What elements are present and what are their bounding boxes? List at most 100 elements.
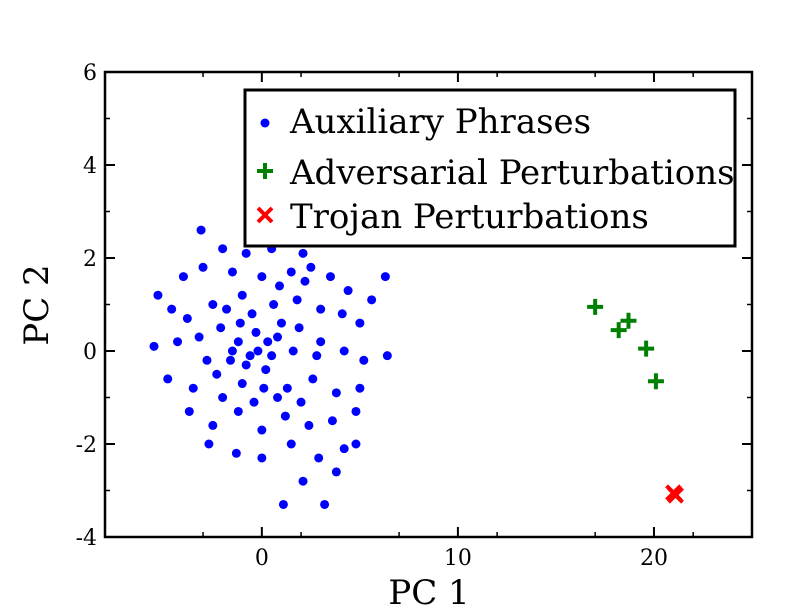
data-point-series-0 <box>216 323 226 333</box>
y-tick-label: 6 <box>83 61 97 86</box>
data-point-series-0 <box>212 369 222 379</box>
y-tick-label: 2 <box>83 247 97 272</box>
data-point-series-0 <box>245 351 255 361</box>
legend-marker-series-0 <box>260 118 270 128</box>
data-point-series-0 <box>182 313 192 323</box>
x-axis-title: PC 1 <box>388 573 469 612</box>
data-point-series-0 <box>241 360 251 370</box>
data-point-series-0 <box>251 327 261 337</box>
y-tick-label: 0 <box>83 340 97 365</box>
y-tick-label: -2 <box>76 433 97 458</box>
data-point-series-0 <box>173 337 183 347</box>
data-point-series-1 <box>587 298 604 315</box>
legend-items <box>256 118 274 224</box>
data-point-series-0 <box>296 397 306 407</box>
x-tick-label: 20 <box>640 546 668 571</box>
data-point-series-0 <box>331 388 341 398</box>
data-point-series-0 <box>163 374 173 384</box>
data-point-series-0 <box>274 281 284 291</box>
data-point-series-0 <box>218 244 228 254</box>
data-point-series-0 <box>233 337 243 347</box>
legend: Auxiliary Phrases Adversarial Perturbati… <box>243 88 737 248</box>
data-point-series-1 <box>638 340 655 357</box>
data-point-series-0 <box>178 272 188 282</box>
data-point-series-0 <box>320 499 330 509</box>
data-point-series-0 <box>249 397 259 407</box>
data-point-series-0 <box>237 290 247 300</box>
data-point-series-0 <box>343 286 353 296</box>
data-point-series-0 <box>327 416 337 426</box>
data-point-series-0 <box>257 425 267 435</box>
data-point-series-0 <box>204 439 214 449</box>
legend-label-trojan: Trojan Perturbations <box>290 197 649 237</box>
data-point-series-0 <box>351 406 361 416</box>
data-point-series-0 <box>298 476 308 486</box>
data-point-series-0 <box>304 420 314 430</box>
data-point-series-0 <box>282 383 292 393</box>
data-point-series-0 <box>359 355 369 365</box>
data-point-series-1 <box>620 312 637 329</box>
data-point-series-0 <box>267 351 277 361</box>
data-point-series-0 <box>194 332 204 342</box>
data-point-series-0 <box>153 290 163 300</box>
data-point-series-0 <box>286 439 296 449</box>
data-point-series-0 <box>278 499 288 509</box>
data-point-series-0 <box>218 393 228 402</box>
data-point-series-0 <box>235 318 245 328</box>
data-point-series-0 <box>308 374 318 384</box>
data-point-series-0 <box>298 248 308 258</box>
data-point-series-0 <box>198 262 208 272</box>
data-point-series-0 <box>263 337 273 347</box>
data-point-series-0 <box>188 383 198 393</box>
y-axis-title: PC 2 <box>17 264 57 345</box>
data-point-series-0 <box>337 309 347 319</box>
data-point-series-0 <box>253 346 263 356</box>
data-point-series-0 <box>355 383 365 393</box>
data-point-series-1 <box>647 373 664 390</box>
legend-label-auxiliary: Auxiliary Phrases <box>289 102 591 142</box>
data-point-series-0 <box>276 318 286 328</box>
data-point-series-0 <box>261 365 271 375</box>
data-point-series-0 <box>292 295 302 305</box>
x-tick-label: 10 <box>444 546 472 571</box>
data-point-series-0 <box>300 276 310 286</box>
data-point-series-0 <box>306 262 316 272</box>
data-point-series-0 <box>331 467 341 477</box>
data-point-series-0 <box>382 351 392 361</box>
data-point-series-0 <box>208 300 218 309</box>
data-point-series-0 <box>167 304 177 314</box>
data-point-series-0 <box>339 444 349 454</box>
data-point-series-0 <box>380 272 390 282</box>
data-point-series-0 <box>227 267 237 277</box>
data-point-series-0 <box>355 318 365 328</box>
data-point-series-0 <box>273 393 283 402</box>
data-point-series-0 <box>314 453 324 463</box>
data-point-series-0 <box>202 355 212 365</box>
data-point-series-0 <box>351 439 361 449</box>
data-point-series-0 <box>257 453 267 463</box>
data-point-series-0 <box>233 406 243 416</box>
legend-label-adversarial: Adversarial Perturbations <box>289 153 735 193</box>
legend-marker-series-2 <box>256 206 274 224</box>
data-point-series-0 <box>257 272 267 282</box>
data-point-series-0 <box>227 346 237 356</box>
x-tick-label: 0 <box>255 546 269 571</box>
data-point-series-0 <box>280 411 290 421</box>
data-point-series-0 <box>222 304 232 314</box>
data-point-series-0 <box>149 341 159 351</box>
data-point-series-0 <box>247 309 257 319</box>
data-points <box>149 225 684 509</box>
data-point-series-0 <box>286 267 296 277</box>
data-point-series-0 <box>269 300 279 309</box>
data-point-series-0 <box>339 346 349 356</box>
legend-marker-series-1 <box>257 163 273 179</box>
data-point-series-0 <box>259 383 269 393</box>
data-point-series-0 <box>316 337 326 347</box>
data-point-series-0 <box>231 448 241 458</box>
data-point-series-1 <box>610 322 627 339</box>
axis-ticks: 0 10 20 -4 -2 0 2 4 6 <box>76 61 752 571</box>
data-point-series-0 <box>316 304 326 314</box>
data-point-series-2 <box>667 486 684 504</box>
data-point-series-0 <box>367 295 377 305</box>
